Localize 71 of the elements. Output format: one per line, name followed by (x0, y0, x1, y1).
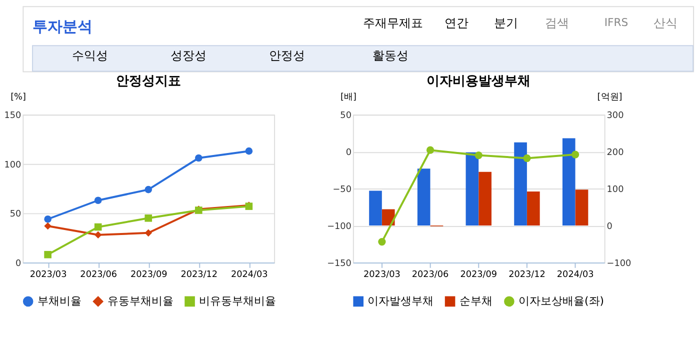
bar (562, 138, 576, 226)
text: 연간 (444, 16, 469, 30)
chart-title: 안정성지표 (116, 73, 181, 88)
y2-tick-label: 300 (606, 111, 624, 122)
x-tick-label: 2023/06 (80, 270, 118, 280)
text: 안정성 (269, 48, 306, 62)
text: 수익성 (72, 48, 108, 62)
point (144, 186, 152, 194)
y2-tick-label: 200 (606, 148, 624, 158)
y2-tick-label: 0 (606, 222, 613, 232)
point (44, 222, 52, 230)
y-tick-label: 150 (4, 111, 22, 122)
x-tick-label: 2023/06 (412, 270, 450, 280)
bar (514, 142, 527, 226)
point (94, 231, 102, 239)
point (144, 214, 152, 222)
y-tick-label: 50 (10, 210, 22, 220)
y-tick-label: −150 (327, 258, 352, 269)
point (245, 147, 253, 155)
y2-tick-label: −100 (606, 258, 632, 269)
point (94, 223, 102, 231)
text: 주재무제표 (362, 16, 423, 30)
x-tick-label: 2023/09 (130, 270, 168, 280)
point (426, 146, 434, 154)
text: 분기 (494, 16, 518, 30)
legend-label: 이자보상배율(좌) (518, 294, 604, 308)
bar (417, 168, 430, 226)
y-tick-label: −100 (327, 222, 352, 232)
point (572, 150, 580, 158)
x-tick-label: 2024/03 (231, 270, 268, 280)
point (194, 154, 202, 162)
text: 산식 (654, 16, 678, 30)
y-tick-label: −50 (332, 185, 352, 196)
bar (478, 172, 492, 226)
x-tick-label: 2023/03 (364, 270, 400, 280)
legend-label: 부채비율 (37, 294, 82, 308)
y-tick-label: 100 (4, 160, 22, 170)
y-axis-title: [%] (10, 92, 26, 102)
legend-label: 이자발생부채 (368, 294, 434, 308)
text: 활동성 (372, 48, 409, 62)
y2-tick-label: 100 (606, 185, 624, 196)
legend-label: 순부채 (459, 294, 492, 308)
y-tick-label: 0 (16, 258, 22, 269)
x-tick-label: 2023/03 (30, 270, 67, 280)
text: 검색 (545, 16, 570, 30)
y-axis-title: [배] (340, 92, 356, 102)
y2-axis-title: [억원] (597, 92, 622, 102)
legend-label: 유동부채비율 (107, 294, 174, 308)
text: 성장성 (170, 48, 207, 62)
x-tick-label: 2023/12 (508, 270, 546, 280)
text: 투자분석 (32, 18, 93, 36)
text: IFRS (604, 16, 628, 29)
point (523, 154, 531, 162)
y-tick-label: 50 (340, 111, 352, 122)
bar (575, 190, 588, 226)
y-tick-label: 0 (346, 148, 352, 158)
point (144, 229, 152, 237)
bar (382, 209, 395, 226)
point (44, 250, 52, 258)
x-tick-label: 2023/09 (460, 270, 498, 280)
point (378, 238, 386, 246)
x-tick-label: 2024/03 (556, 270, 594, 280)
bar (527, 192, 540, 226)
x-tick-label: 2023/12 (180, 270, 218, 280)
point (474, 151, 482, 160)
point (94, 196, 102, 204)
legend-label: 비유동부채비율 (199, 294, 276, 308)
point (44, 215, 52, 223)
chart-title: 이자비용발생부채 (426, 73, 531, 88)
bar (369, 190, 382, 226)
bar (466, 152, 479, 226)
